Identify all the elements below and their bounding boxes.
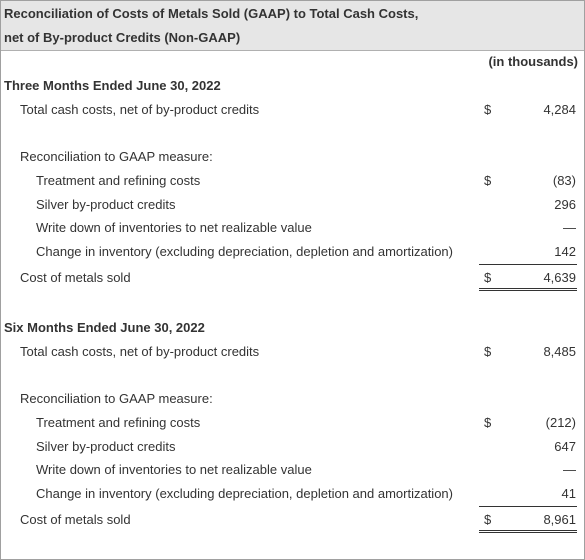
row-value: — [563, 220, 576, 235]
row-label: Treatment and refining costs [36, 415, 201, 430]
row-label: Silver by-product credits [36, 439, 176, 454]
row-label: Change in inventory (excluding depreciat… [36, 244, 453, 259]
subtotal-rule [479, 506, 577, 507]
double-rule [479, 290, 577, 291]
header-band [1, 1, 584, 51]
row-value: 296 [554, 197, 576, 212]
units: (in thousands) [488, 54, 578, 69]
row-label: Total cash costs, net of by-product cred… [20, 344, 260, 359]
row-value: 4,284 [543, 102, 576, 117]
currency: $ [484, 512, 492, 527]
row-label: Silver by-product credits [36, 197, 176, 212]
row-label: Write down of inventories to net realiza… [36, 220, 312, 235]
row-value: 142 [554, 244, 576, 259]
row-value: 4,639 [543, 270, 576, 285]
row-value: 8,961 [543, 512, 576, 527]
double-rule [479, 532, 577, 533]
row-label: Write down of inventories to net realiza… [36, 462, 312, 477]
row-value: — [563, 462, 576, 477]
row-value: (212) [545, 415, 576, 430]
row-value: 41 [561, 486, 576, 501]
row-value: (83) [552, 173, 576, 188]
row-label: Cost of metals sold [20, 270, 131, 285]
reconciliation-label: Reconciliation to GAAP measure: [20, 391, 213, 406]
row-label: Total cash costs, net of by-product cred… [20, 102, 260, 117]
currency: $ [484, 415, 492, 430]
double-rule [479, 288, 577, 289]
title-line: net of By-product Credits (Non-GAAP) [4, 30, 241, 45]
currency: $ [484, 173, 492, 188]
section-heading: Three Months Ended June 30, 2022 [4, 78, 221, 93]
title-line: Reconciliation of Costs of Metals Sold (… [4, 6, 419, 21]
currency: $ [484, 344, 492, 359]
reconciliation-label: Reconciliation to GAAP measure: [20, 149, 213, 164]
double-rule [479, 530, 577, 531]
row-value: 8,485 [543, 344, 576, 359]
currency: $ [484, 102, 492, 117]
row-label: Change in inventory (excluding depreciat… [36, 486, 453, 501]
row-value: 647 [554, 439, 576, 454]
currency: $ [484, 270, 492, 285]
section-heading: Six Months Ended June 30, 2022 [4, 320, 205, 335]
row-label: Cost of metals sold [20, 512, 131, 527]
subtotal-rule [479, 264, 577, 265]
row-label: Treatment and refining costs [36, 173, 201, 188]
